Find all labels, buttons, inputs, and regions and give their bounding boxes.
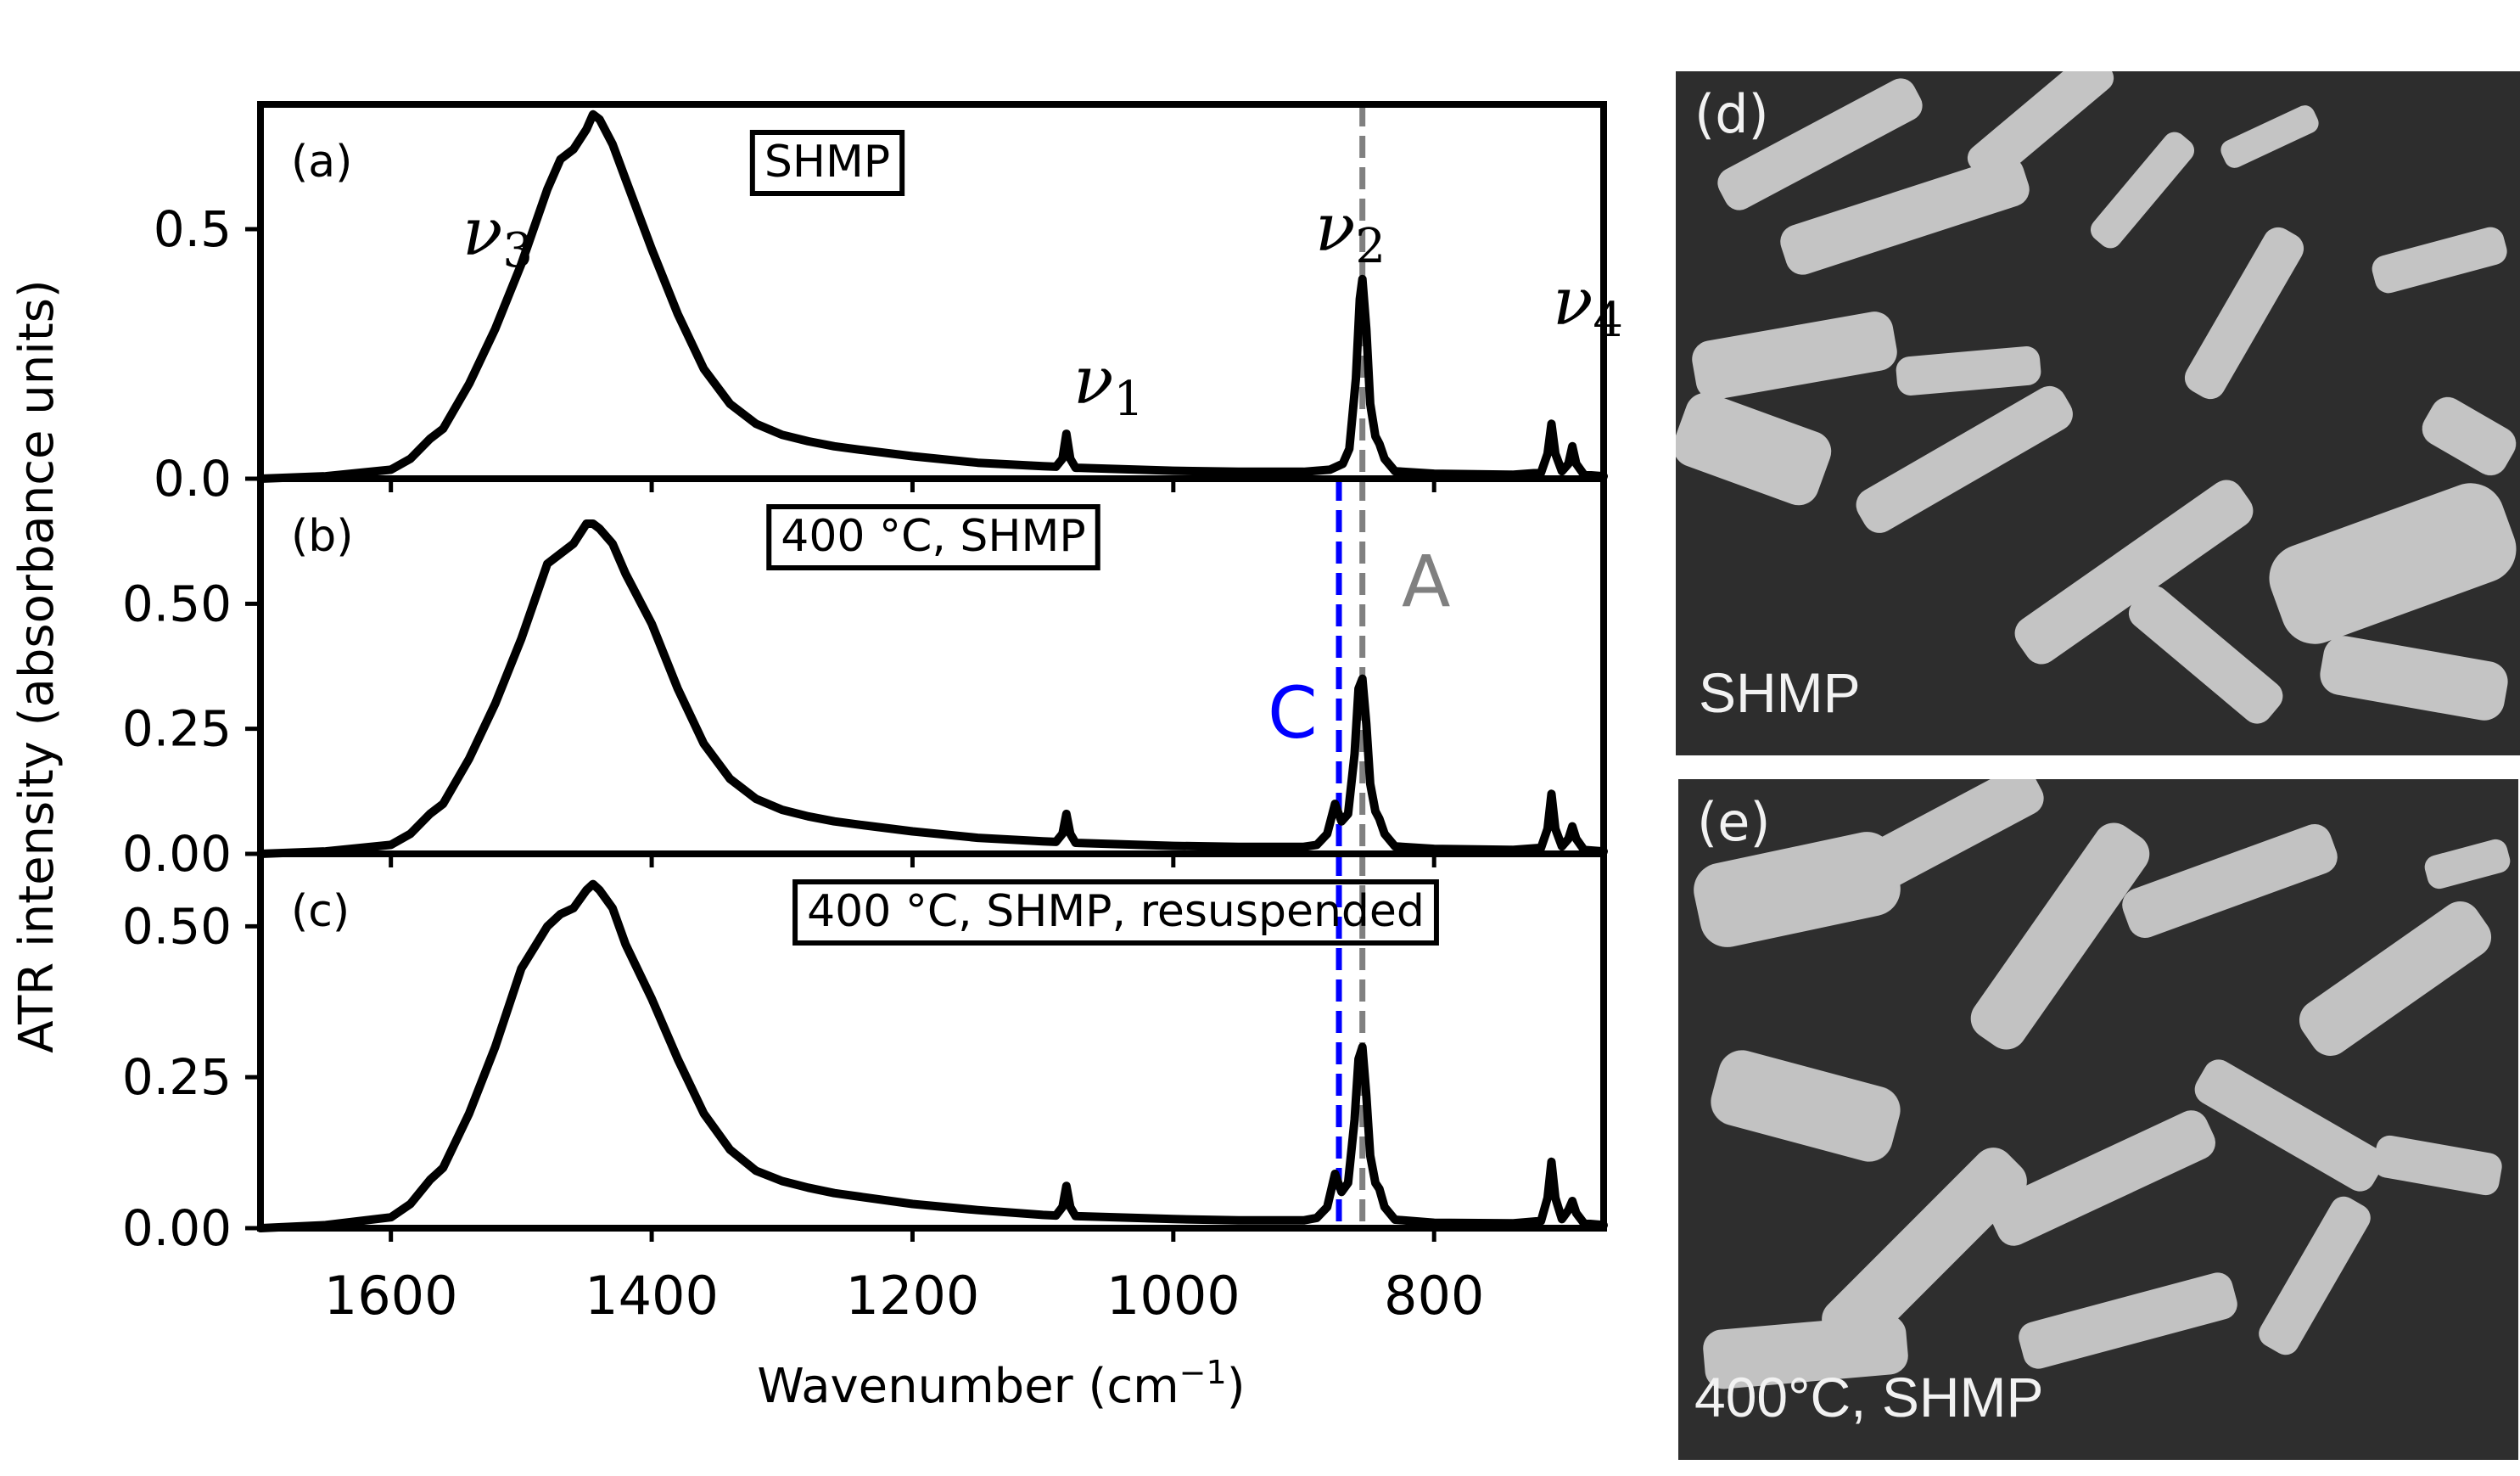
panel-frame-a xyxy=(257,101,1607,482)
peak-label-symbol: ν xyxy=(1553,264,1593,340)
y-tick-label: 0.50 xyxy=(122,575,232,632)
sem-caption-d: SHMP xyxy=(1699,661,1861,724)
peak-label-symbol: ν xyxy=(1073,343,1113,419)
x-tick-label: 1400 xyxy=(585,1265,719,1327)
peak-label-symbol: ν xyxy=(1315,190,1355,267)
marker-label-A: A xyxy=(1402,540,1450,623)
sem-panel-label-e: (e) xyxy=(1697,791,1771,853)
panel-box-label-c: 400 °C, SHMP, resuspended xyxy=(807,886,1425,937)
spectrum-line-a xyxy=(256,109,1608,483)
y-tick-label: 0.5 xyxy=(154,200,232,258)
x-axis-label: Wavenumber (cm−1) xyxy=(757,1354,1245,1414)
panel-box-frame-a xyxy=(749,130,905,196)
panel-box-frame-b xyxy=(766,504,1100,570)
y-tick-label: 0.00 xyxy=(122,825,232,883)
y-tick-label: 0.25 xyxy=(122,700,232,758)
x-tick-label: 800 xyxy=(1384,1265,1484,1327)
x-axis-label-base: Wavenumber (cm xyxy=(757,1359,1179,1414)
sem-image-d: (d) SHMP xyxy=(1676,71,2520,755)
x-tick-label: 1600 xyxy=(324,1265,458,1327)
spectrum-line-b xyxy=(256,519,1608,858)
panel-box-label-b: 400 °C, SHMP xyxy=(781,511,1085,562)
x-tick-label: 1200 xyxy=(846,1265,980,1327)
marker-label-C: C xyxy=(1268,671,1318,755)
panel-frame-c xyxy=(257,850,1607,1232)
peak-label-nu2: ν2 xyxy=(1315,190,1386,274)
peak-label-nu1: ν1 xyxy=(1073,343,1144,427)
sem-crystal-texture xyxy=(1678,779,2518,1460)
peak-label-symbol: ν xyxy=(462,194,502,271)
y-tick-label: 0.00 xyxy=(122,1199,232,1257)
y-tick-label: 0.25 xyxy=(122,1048,232,1106)
peak-label-nu4: ν4 xyxy=(1553,264,1623,348)
peak-label-subscript: 4 xyxy=(1593,293,1623,348)
panel-label-a: (a) xyxy=(291,137,352,188)
panel-box-frame-c xyxy=(792,879,1439,946)
x-tick-label: 1000 xyxy=(1106,1265,1240,1327)
x-axis: 1600 1400 1200 1000 800 xyxy=(324,1265,1485,1327)
peak-label-nu3: ν3 xyxy=(462,194,533,278)
spectrum-line-c xyxy=(256,879,1608,1232)
spectrum-panel-b: 0.00 0.25 0.50 (b) 400 °C, SHMP A C xyxy=(122,475,1608,883)
panel-label-b: (b) xyxy=(291,511,354,562)
panel-label-c: (c) xyxy=(291,886,350,937)
sem-panel-label-d: (d) xyxy=(1694,83,1769,145)
x-axis-label-end: ) xyxy=(1227,1359,1246,1414)
peak-label-subscript: 1 xyxy=(1113,372,1144,427)
spectrum-panel-c: 0.00 0.25 0.50 (c) 400 °C, SHMP, resuspended xyxy=(122,850,1608,1257)
peak-label-subscript: 2 xyxy=(1355,219,1386,274)
y-tick-label: 0.50 xyxy=(122,897,232,955)
peak-label-subscript: 3 xyxy=(502,223,533,278)
sem-caption-e: 400°C, SHMP xyxy=(1694,1366,2044,1428)
y-axis-label: ATR intensity (absorbance units) xyxy=(9,279,64,1053)
y-tick-label: 0.0 xyxy=(154,450,232,508)
x-axis-label-sup: −1 xyxy=(1179,1354,1227,1391)
panel-box-label-a: SHMP xyxy=(764,137,890,188)
sem-crystal-texture xyxy=(1676,71,2520,755)
sem-image-e: (e) 400°C, SHMP xyxy=(1678,779,2518,1460)
